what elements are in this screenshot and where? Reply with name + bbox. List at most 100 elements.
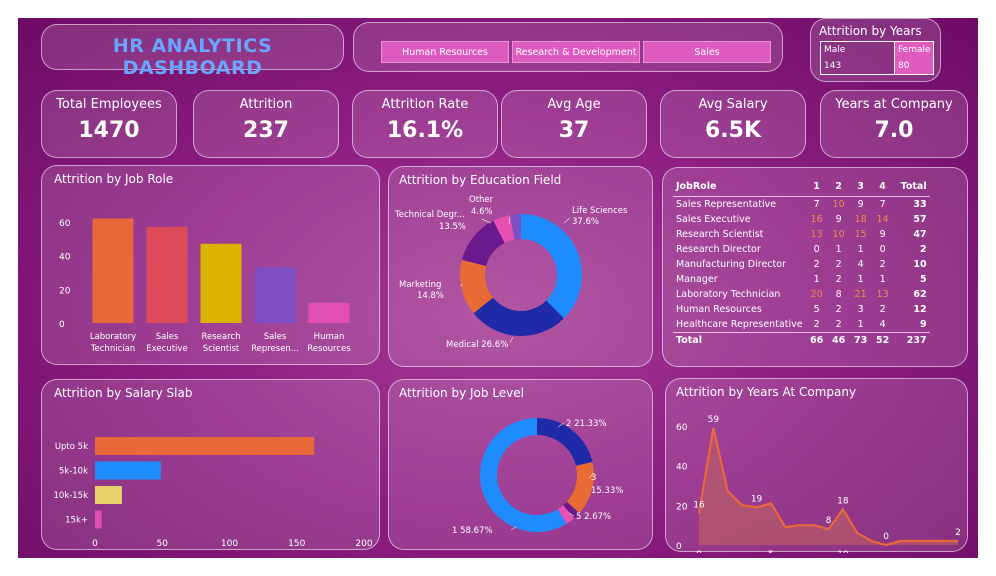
slice-label: 3	[591, 473, 596, 483]
dept-button-human-resources[interactable]: Human Resources	[381, 41, 509, 63]
x-tick-label: Sales	[156, 332, 179, 342]
table-cell: 7	[813, 199, 820, 210]
table-cell: 4	[857, 259, 864, 270]
kpi-total-employees: Total Employees 1470	[41, 90, 177, 158]
bar	[92, 218, 134, 323]
x-tick-label: Scientist	[203, 344, 240, 354]
job-role-chart-card: Attrition by Job Role 0 20 40 60 Laboratory T…	[41, 165, 380, 365]
slice-value: 13.5%	[439, 222, 466, 232]
slice-label: 2 21.33%	[566, 419, 607, 429]
table-cell: 13	[876, 289, 889, 300]
table-cell: 47	[913, 229, 927, 240]
female-box[interactable]: Female 80	[894, 41, 934, 75]
donut-slice	[563, 501, 580, 519]
table-cell: Sales Representative	[676, 199, 777, 210]
x-tick-label: Resources	[307, 344, 351, 354]
kpi-value: 237	[243, 118, 289, 143]
table-cell: 5	[919, 274, 927, 285]
table-cell: 2	[813, 259, 820, 270]
kpi-value: 37	[558, 118, 590, 143]
table-cell: 46	[827, 332, 850, 348]
kpi-avg-salary: Avg Salary 6.5K	[660, 90, 806, 158]
kpi-label: Attrition Rate	[381, 97, 469, 112]
male-value: 143	[824, 61, 842, 71]
leader-line	[557, 422, 565, 428]
table-cell: 2	[879, 259, 886, 270]
table-cell: 18	[854, 214, 867, 225]
leader-line	[481, 218, 492, 224]
job-level-chart-title: Attrition by Job Level	[399, 386, 524, 400]
department-slicer: Human Resources Research & Development S…	[353, 22, 783, 72]
table-cell: Human Resources	[676, 304, 762, 315]
page-title: HR ANALYTICS DASHBOARD	[112, 35, 273, 79]
table-row: Research Director 0 1 1 0 2	[673, 242, 930, 257]
y-tick-label: 20	[59, 286, 71, 296]
kpi-label: Avg Age	[547, 97, 601, 112]
slice-label: Medical 26.6%	[446, 340, 508, 350]
table-cell: 10	[832, 229, 845, 240]
table-cell: 2	[879, 304, 886, 315]
table-cell: Total	[673, 332, 806, 348]
table-cell: 2	[835, 304, 842, 315]
bar	[200, 243, 242, 323]
y-tick-label: 0	[676, 542, 682, 552]
table-cell: 9	[879, 229, 886, 240]
slice-label: Other	[469, 195, 494, 205]
y-tick-label: 40	[676, 463, 688, 473]
years-chart-title: Attrition by Years At Company	[676, 385, 857, 399]
x-tick-label: Executive	[146, 344, 187, 354]
table-cell: 4	[879, 319, 886, 330]
y-tick-label: 10k-15k	[53, 491, 88, 501]
table-cell: 9	[835, 214, 842, 225]
column-header[interactable]: 3	[849, 176, 872, 197]
job-role-level-table: JobRole 1 2 3 4 Total Sales Representative 7 10…	[673, 176, 930, 348]
kpi-value: 7.0	[874, 118, 914, 143]
slice-label: 5 2.67%	[576, 512, 611, 522]
male-box[interactable]: Male 143	[820, 41, 895, 75]
kpi-value: 6.5K	[704, 118, 762, 143]
kpi-label: Attrition	[239, 97, 293, 112]
y-tick-label: 20	[676, 502, 688, 512]
dept-button-research-development[interactable]: Research & Development	[512, 41, 640, 63]
column-header[interactable]: 2	[827, 176, 850, 197]
years-area-chart: 0 20 40 60 0 5 10 16 59 19 8 18 0 2	[676, 415, 961, 553]
table-cell: 20	[810, 289, 823, 300]
y-tick-label: 5k-10k	[59, 467, 88, 477]
table-cell: 2	[835, 274, 842, 285]
y-tick-label: Upto 5k	[55, 442, 88, 452]
x-tick-label: Technician	[90, 344, 135, 354]
column-header[interactable]: JobRole	[673, 176, 806, 197]
table-row: Laboratory Technician 20 8 21 13 62	[673, 287, 930, 302]
data-label: 59	[708, 415, 720, 425]
table-cell: 1	[879, 274, 886, 285]
y-tick-label: 15k+	[65, 516, 88, 526]
table-cell: 1	[813, 274, 820, 285]
column-header[interactable]: Total	[893, 176, 930, 197]
table-row: Human Resources 5 2 3 2 12	[673, 302, 930, 317]
x-tick-label: 0	[92, 539, 98, 549]
kpi-label: Total Employees	[56, 97, 162, 112]
table-cell: 9	[857, 199, 864, 210]
slice-label: 1 58.67%	[452, 526, 493, 536]
x-tick-label: Sales	[264, 332, 287, 342]
dashboard: HR ANALYTICS DASHBOARD Human Resources R…	[18, 18, 978, 558]
table-cell: 1	[857, 274, 864, 285]
dept-button-sales[interactable]: Sales	[643, 41, 771, 63]
donut-slice	[480, 418, 567, 532]
years-chart-card: Attrition by Years At Company 0204060051…	[665, 378, 968, 553]
table-cell: Research Director	[676, 244, 761, 255]
table-cell: 21	[854, 289, 867, 300]
x-tick-label: 5	[768, 550, 774, 553]
donut-slice	[473, 297, 564, 336]
table-cell: 7	[879, 199, 886, 210]
table-cell: Research Scientist	[676, 229, 764, 240]
table-cell: 5	[813, 304, 820, 315]
bar	[308, 302, 350, 323]
column-header[interactable]: 1	[805, 176, 828, 197]
data-label: 8	[826, 516, 832, 526]
bar	[95, 510, 102, 529]
table-body: Sales Representative 7 10 9 7 33 Sales Executi…	[673, 197, 930, 348]
area-fill	[699, 427, 958, 545]
column-header[interactable]: 4	[871, 176, 894, 197]
